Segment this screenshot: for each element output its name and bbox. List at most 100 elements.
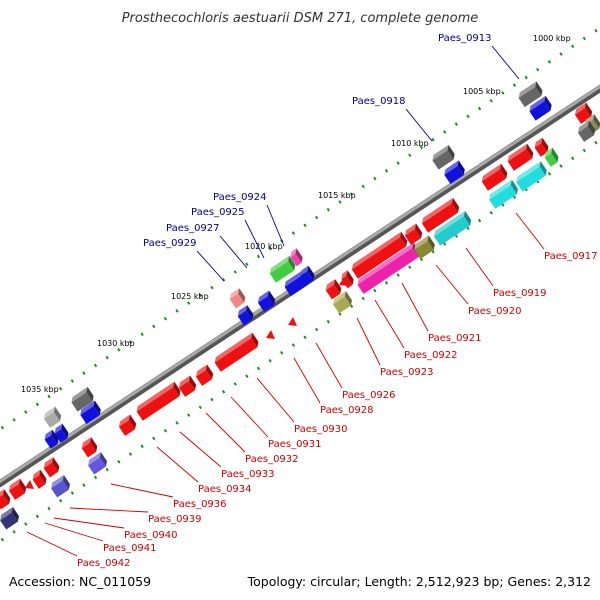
gene-block	[489, 179, 518, 209]
gene-label[interactable]: Paes_0926	[342, 390, 396, 401]
gene-arrow	[288, 317, 297, 326]
tick-track-inner	[0, 138, 600, 544]
leader-lines	[26, 45, 545, 557]
gene-block	[51, 474, 70, 498]
gene-block	[44, 429, 59, 449]
gene-block	[229, 288, 246, 309]
ruler-label: 1035 kbp	[21, 385, 59, 394]
gene-block	[214, 332, 259, 372]
gene-block	[544, 147, 559, 167]
gene-block	[195, 364, 214, 386]
accession-text: Accession: NC_011059	[9, 574, 151, 589]
leader-line	[266, 204, 285, 247]
leader-line	[401, 282, 429, 332]
leader-line	[205, 412, 246, 453]
ruler-label: 1025 kbp	[171, 292, 209, 301]
leader-line	[230, 396, 269, 438]
gene-label[interactable]: Paes_0933	[221, 469, 275, 480]
gene-label[interactable]: Paes_0919	[493, 288, 547, 299]
gene-block	[574, 102, 593, 124]
gene-block	[351, 231, 408, 279]
gene-label[interactable]: Paes_0940	[124, 530, 178, 541]
gene-arrow	[266, 330, 275, 339]
genome-summary-text: Topology: circular; Length: 2,512,923 bp…	[247, 574, 591, 589]
gene-label[interactable]: Paes_0923	[380, 367, 434, 378]
gene-block	[54, 423, 69, 443]
gene-block	[290, 248, 303, 267]
gene-label[interactable]: Paes_0922	[404, 350, 458, 361]
leader-line	[315, 342, 343, 389]
leader-line	[515, 212, 545, 250]
gene-block	[325, 279, 342, 300]
leader-line	[110, 483, 174, 498]
gene-label[interactable]: Paes_0939	[148, 514, 202, 525]
gene-block	[178, 375, 197, 397]
gene-block	[88, 451, 107, 475]
gene-block	[300, 265, 315, 285]
gene-block	[333, 290, 352, 314]
leader-line	[256, 377, 295, 423]
ruler-label: 1030 kbp	[97, 339, 135, 348]
leader-line	[491, 45, 520, 80]
gene-label[interactable]: Paes_0932	[245, 454, 299, 465]
ruler-label: 1020 kbp	[245, 242, 283, 251]
gene-block	[432, 144, 455, 170]
gene-label[interactable]: Paes_0934	[198, 484, 252, 495]
gene-label[interactable]: Paes_0920	[468, 306, 522, 317]
gene-block	[32, 469, 47, 489]
gene-block	[8, 478, 27, 500]
leader-line	[179, 431, 222, 468]
gene-block	[43, 457, 60, 478]
gene-block	[444, 160, 465, 185]
gene-label[interactable]: Paes_0929	[143, 238, 197, 249]
gene-label[interactable]: Paes_0942	[77, 558, 131, 569]
ruler-label: 1000 kbp	[533, 34, 571, 43]
gene-label[interactable]: Paes_0931	[268, 439, 322, 450]
gene-arrow	[339, 277, 348, 286]
gene-label[interactable]: Paes_0918	[352, 96, 406, 107]
gene-block	[0, 506, 19, 530]
gene-label[interactable]: Paes_0917	[544, 251, 598, 262]
ruler-label: 1015 kbp	[318, 191, 356, 200]
gene-block	[518, 81, 543, 108]
gene-block	[71, 386, 94, 412]
leader-line	[293, 357, 321, 404]
leader-line	[435, 264, 469, 305]
gene-block	[81, 437, 98, 458]
gene-label[interactable]: Paes_0941	[103, 543, 157, 554]
map-title: Prosthecochloris aestuarii DSM 271, comp…	[122, 11, 479, 26]
leader-line	[53, 517, 125, 529]
gene-block	[481, 163, 508, 191]
gene-label[interactable]: Paes_0913	[438, 33, 492, 44]
tick-track-outer	[0, 26, 600, 432]
gene-label[interactable]: Paes_0927	[166, 223, 220, 234]
gene-features	[0, 81, 600, 530]
gene-block	[507, 143, 534, 171]
gene-arrow	[25, 480, 34, 489]
gene-block	[43, 406, 62, 428]
gene-block	[529, 95, 552, 121]
gene-label[interactable]: Paes_0921	[428, 333, 482, 344]
gene-block	[404, 223, 423, 245]
gene-label[interactable]: Paes_0936	[173, 499, 227, 510]
leader-line	[69, 507, 149, 513]
gene-block	[577, 120, 596, 142]
gene-label[interactable]: Paes_0924	[213, 192, 267, 203]
gene-block	[257, 290, 276, 312]
leader-line	[26, 531, 78, 557]
gene-label[interactable]: Paes_0930	[294, 424, 348, 435]
leader-line	[244, 219, 265, 259]
gene-block	[80, 400, 101, 425]
leader-line	[405, 108, 433, 142]
gene-block	[136, 381, 181, 421]
leader-line	[356, 317, 381, 366]
gene-label[interactable]: Paes_0925	[191, 207, 245, 218]
gene-block	[118, 414, 137, 436]
gene-block	[421, 197, 460, 233]
gene-label[interactable]: Paes_0928	[320, 405, 374, 416]
leader-line	[196, 250, 225, 282]
gene-block	[414, 235, 435, 260]
gene-block	[516, 161, 547, 192]
